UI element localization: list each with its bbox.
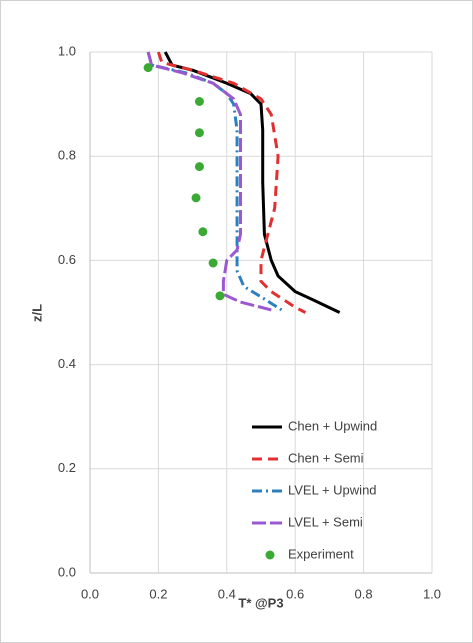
data-point: [194, 162, 204, 172]
y-tick-label: 0.0: [58, 564, 76, 579]
data-point: [194, 96, 204, 106]
data-point: [215, 291, 225, 301]
x-axis-title: T* @P3: [238, 595, 283, 610]
x-tick-label: 0.4: [218, 586, 236, 601]
series-line: [146, 51, 272, 312]
x-tick-label: 0.6: [286, 586, 304, 601]
data-point: [191, 193, 201, 203]
x-tick-label: 0.2: [149, 586, 167, 601]
x-tick-label: 0.8: [355, 586, 373, 601]
y-tick-label: 0.8: [58, 148, 76, 163]
data-point: [198, 227, 208, 237]
series-line: [156, 51, 307, 314]
data-point: [194, 128, 204, 138]
y-tick-label: 0.4: [58, 356, 76, 371]
legend-label: Experiment: [288, 546, 354, 561]
data-point: [208, 258, 218, 268]
legend-label: LVEL + Upwind: [288, 482, 377, 497]
data-point: [143, 63, 153, 73]
y-tick-label: 1.0: [58, 43, 76, 58]
legend-marker: [265, 550, 275, 560]
legend-label: Chen + Semi: [288, 450, 364, 465]
legend-label: LVEL + Semi: [288, 514, 363, 529]
legend-label: Chen + Upwind: [288, 418, 377, 433]
x-tick-label: 0.0: [81, 586, 99, 601]
y-tick-label: 0.6: [58, 252, 76, 267]
x-tick-label: 1.0: [423, 586, 441, 601]
y-tick-label: 0.2: [58, 460, 76, 475]
y-axis-title: z/L: [29, 304, 44, 322]
